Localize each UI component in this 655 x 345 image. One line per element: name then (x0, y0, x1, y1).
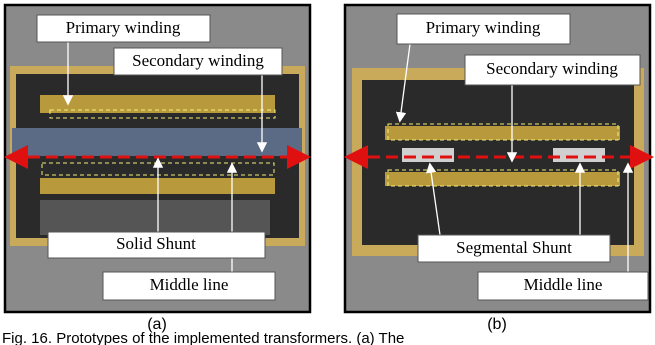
winding (385, 126, 620, 140)
label: Secondary winding (486, 59, 618, 78)
shunt-segment (553, 148, 605, 162)
core-lower (40, 200, 270, 235)
winding (385, 172, 620, 186)
label: Primary winding (66, 18, 181, 37)
label: Secondary winding (132, 51, 264, 70)
panel-b: Primary winding Secondary winding Segmen… (345, 5, 650, 333)
core (362, 80, 634, 245)
panel-label: (b) (487, 316, 507, 333)
label: Middle line (150, 275, 229, 294)
solid-shunt (12, 128, 302, 156)
label: Middle line (524, 275, 603, 294)
panel-a: Primary winding Secondary winding Solid … (5, 5, 310, 333)
caption: Fig. 16. Prototypes of the implemented t… (2, 330, 404, 345)
label: Primary winding (426, 18, 541, 37)
label: Segmental Shunt (456, 238, 572, 257)
label: Solid Shunt (116, 234, 196, 253)
figure: Primary winding Secondary winding Solid … (0, 0, 655, 345)
shunt-segment (402, 148, 454, 162)
